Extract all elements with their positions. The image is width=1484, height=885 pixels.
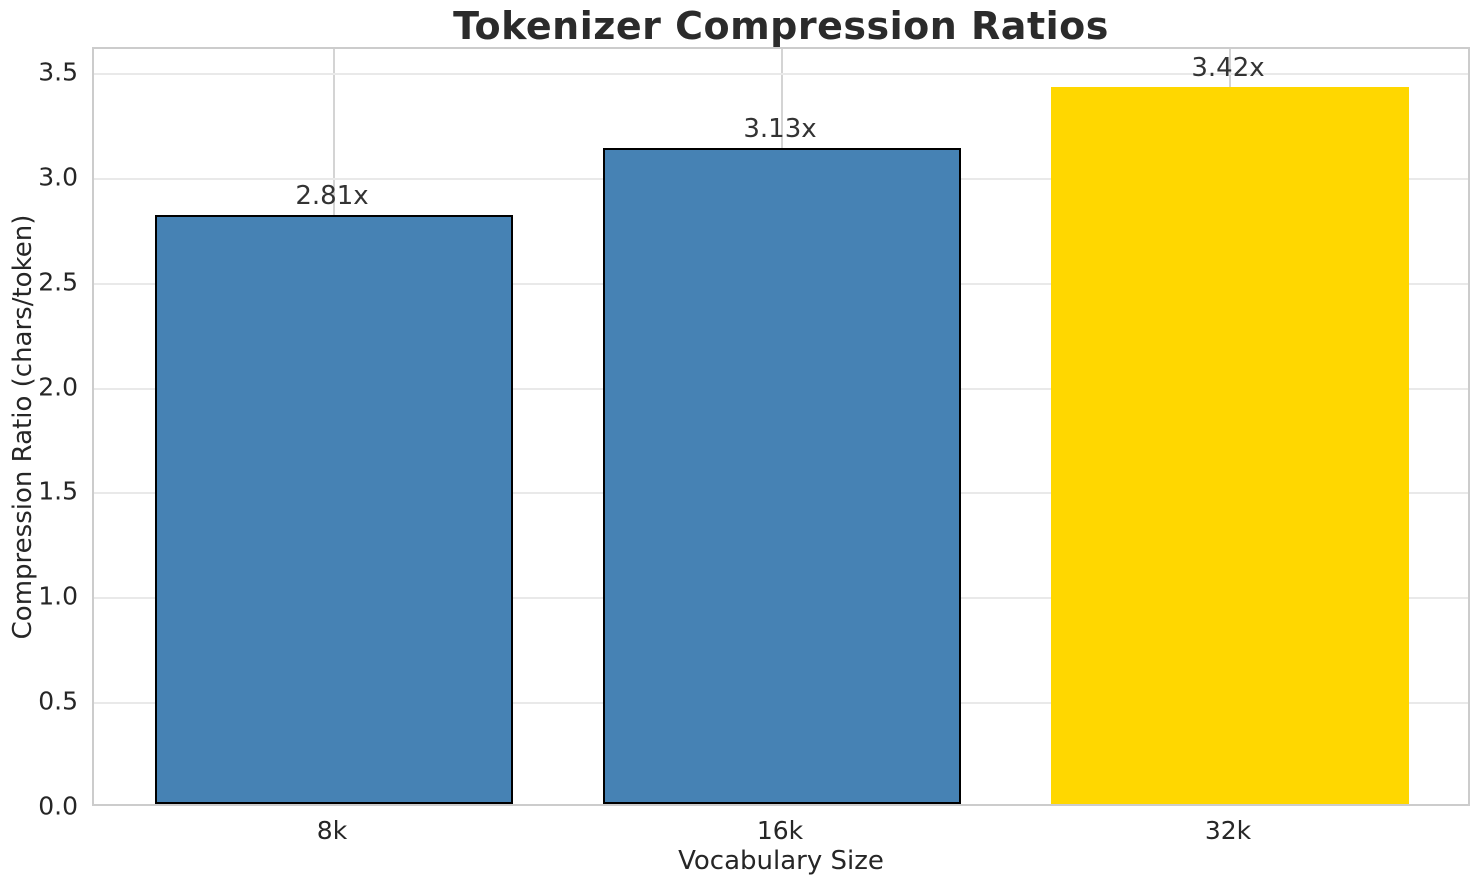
- x-tick-label: 8k: [316, 816, 348, 845]
- y-tick-label: 2.5: [38, 267, 78, 297]
- y-tick-label: 3.0: [38, 162, 78, 192]
- y-tick-label: 3.5: [38, 57, 78, 87]
- y-tick-label: 1.0: [38, 581, 78, 611]
- x-tick-label: 32k: [1204, 816, 1252, 845]
- bar-value-label: 3.42x: [1191, 52, 1265, 83]
- bar-16k: [603, 147, 961, 804]
- y-tick-label: 0.5: [38, 686, 78, 716]
- y-tick-label: 2.0: [38, 372, 78, 402]
- y-tick-label: 1.5: [38, 476, 78, 506]
- plot-area: [92, 47, 1470, 806]
- bar-value-label: 2.81x: [295, 180, 369, 211]
- gridline-horizontal: [94, 73, 1468, 76]
- x-axis-label: Vocabulary Size: [678, 846, 884, 876]
- y-tick-label: 0.0: [38, 791, 78, 821]
- bar-32k: [1051, 86, 1409, 804]
- chart-title: Tokenizer Compression Ratios: [453, 4, 1109, 48]
- x-tick-label: 16k: [756, 816, 804, 845]
- bar-value-label: 3.13x: [743, 113, 817, 144]
- bar-8k: [155, 214, 513, 804]
